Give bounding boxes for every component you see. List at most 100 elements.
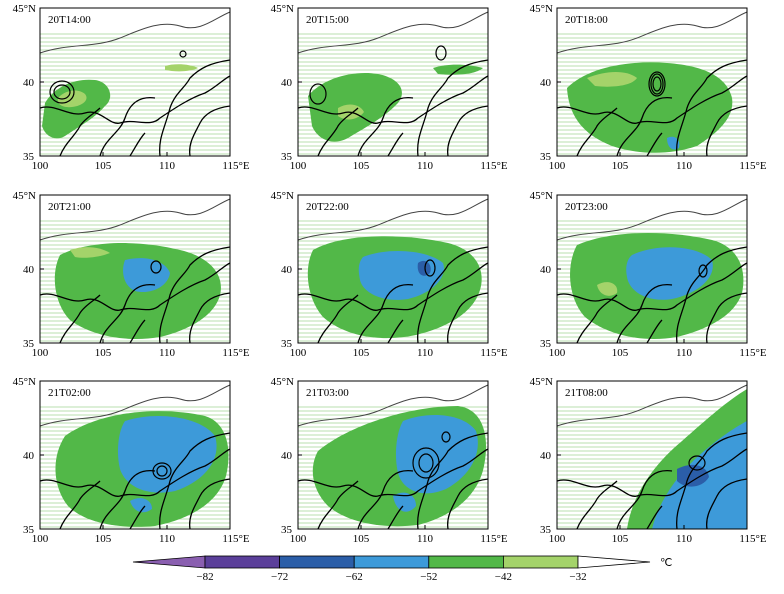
province-border	[676, 432, 748, 530]
y-tick-label: 35	[540, 151, 552, 163]
province-border	[59, 294, 101, 344]
rainfall-contour	[418, 453, 434, 473]
province-border	[39, 448, 231, 497]
colorbar-tick-label: −42	[495, 571, 512, 583]
province-border	[706, 105, 748, 157]
province-border	[99, 97, 156, 157]
national-border	[39, 384, 231, 427]
rainfall-contour	[648, 71, 666, 97]
province-border	[297, 75, 489, 124]
province-border	[706, 478, 748, 530]
province-border	[129, 132, 146, 157]
province-border	[556, 448, 748, 497]
national-border	[556, 198, 748, 241]
province-border	[297, 262, 489, 311]
y-tick-label: 45°N	[13, 376, 36, 388]
panel-time-label: 20T15:00	[306, 14, 349, 26]
x-tick-label: 110	[676, 533, 693, 545]
y-tick-label: 40	[281, 264, 293, 276]
province-border	[556, 75, 748, 124]
province-border	[576, 294, 618, 344]
panel-time-label: 20T18:00	[565, 14, 608, 26]
y-tick-label: 45°N	[13, 3, 36, 15]
province-border	[39, 75, 231, 124]
colorbar-tick-label: −72	[271, 571, 288, 583]
colorbar-segment	[502, 555, 579, 569]
province-border	[616, 470, 673, 530]
y-tick-label: 45°N	[530, 3, 553, 15]
province-border	[297, 448, 489, 497]
province-border	[447, 478, 489, 530]
x-tick-label: 105	[353, 347, 370, 359]
rainfall-contour	[49, 80, 75, 104]
province-border	[357, 470, 414, 530]
panel-time-label: 20T21:00	[48, 201, 91, 213]
province-border	[159, 432, 231, 530]
x-tick-label: 100	[290, 533, 307, 545]
province-border	[417, 59, 489, 157]
rainfall-contour	[650, 73, 664, 95]
x-tick-label: 110	[417, 347, 434, 359]
colorbar-tick-label: −32	[569, 571, 586, 583]
x-tick-label: 115°E	[222, 160, 249, 172]
province-border	[676, 59, 748, 157]
x-tick-label: 100	[290, 347, 307, 359]
y-tick-label: 40	[23, 450, 35, 462]
national-border	[297, 11, 489, 54]
province-border	[447, 292, 489, 344]
colorbar-segment	[279, 555, 355, 569]
province-border	[159, 59, 231, 157]
panel-time-label: 20T22:00	[306, 201, 349, 213]
rainfall-contour	[179, 50, 187, 58]
rainfall-contour	[412, 447, 440, 479]
national-border	[556, 11, 748, 54]
cloud-shading	[587, 72, 637, 87]
y-tick-label: 45°N	[530, 190, 553, 202]
rainfall-contour	[53, 84, 71, 100]
panel-time-label: 20T14:00	[48, 14, 91, 26]
cloud-shading	[70, 247, 110, 258]
province-border	[59, 480, 101, 530]
x-tick-label: 105	[95, 160, 112, 172]
y-tick-label: 40	[540, 450, 552, 462]
colorbar-tick-label: −52	[420, 571, 437, 583]
province-border	[317, 480, 359, 530]
province-border	[387, 505, 404, 530]
rainfall-contour	[652, 76, 662, 92]
rainfall-contour	[156, 465, 168, 477]
panel-time-label: 21T02:00	[48, 387, 91, 399]
province-border	[317, 107, 359, 157]
province-border	[129, 319, 146, 344]
x-tick-label: 100	[549, 533, 566, 545]
colorbar-tick-label: −82	[196, 571, 213, 583]
colorbar-segment	[428, 555, 504, 569]
y-tick-label: 40	[23, 77, 35, 89]
x-tick-label: 105	[612, 347, 629, 359]
y-tick-label: 40	[281, 77, 293, 89]
x-tick-label: 110	[676, 347, 693, 359]
province-border	[189, 105, 231, 157]
cloud-shading	[677, 464, 709, 487]
province-border	[576, 107, 618, 157]
province-border	[706, 292, 748, 344]
y-tick-label: 45°N	[13, 190, 36, 202]
rainfall-contour	[150, 260, 162, 274]
cloud-shading	[417, 260, 431, 276]
province-border	[676, 246, 748, 344]
x-tick-label: 110	[417, 533, 434, 545]
colorbar-segment	[353, 555, 430, 569]
y-tick-label: 35	[23, 151, 35, 163]
x-tick-label: 110	[159, 347, 176, 359]
province-border	[616, 284, 673, 344]
cloud-shading	[117, 416, 217, 493]
province-border	[159, 246, 231, 344]
x-tick-label: 105	[612, 533, 629, 545]
province-border	[99, 470, 156, 530]
x-tick-label: 105	[353, 533, 370, 545]
y-tick-label: 45°N	[530, 376, 553, 388]
province-border	[99, 284, 156, 344]
